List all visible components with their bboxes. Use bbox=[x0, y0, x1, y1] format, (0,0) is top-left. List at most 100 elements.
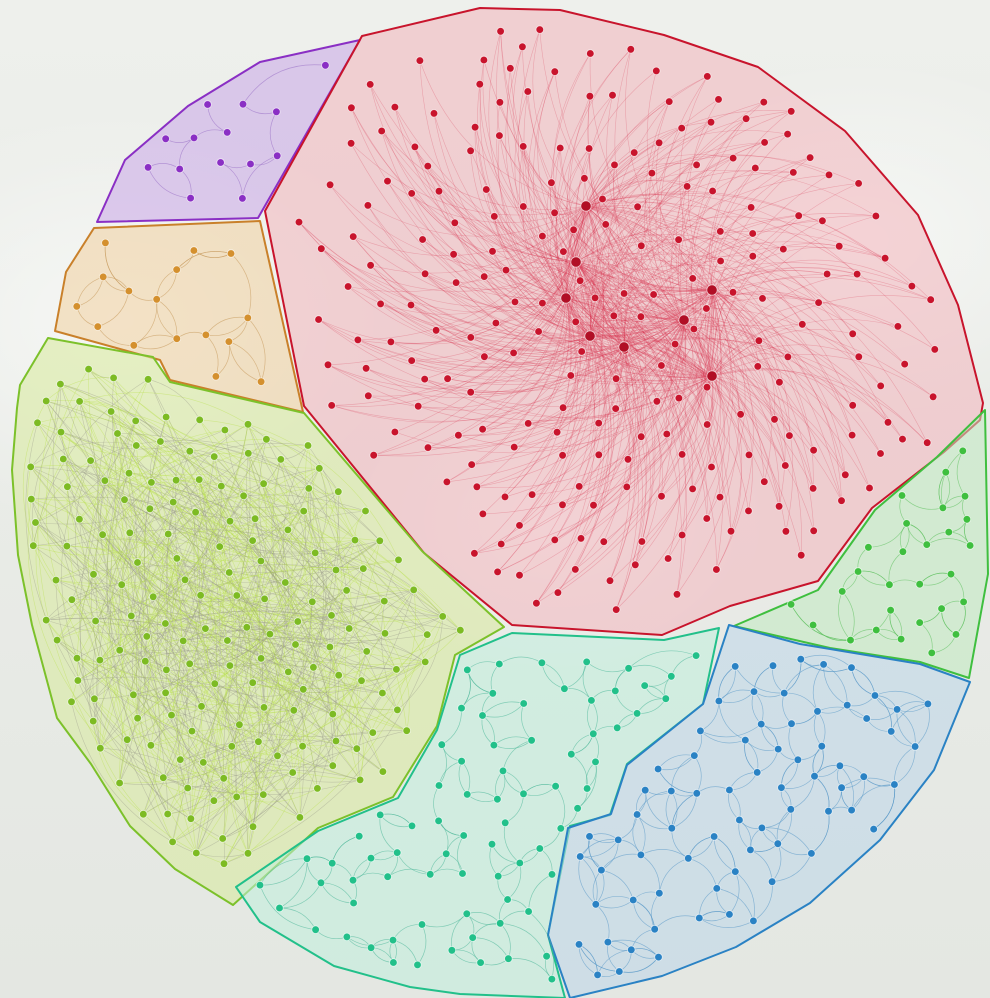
node-red bbox=[449, 250, 458, 259]
node-red bbox=[547, 178, 556, 187]
node-red bbox=[515, 571, 524, 580]
node-lime bbox=[289, 706, 298, 715]
cluster-hull-lime bbox=[11, 337, 505, 906]
node-red bbox=[575, 276, 585, 285]
node-red-hub bbox=[678, 314, 690, 326]
node-red bbox=[495, 131, 504, 140]
node-red bbox=[586, 49, 595, 58]
node-teal bbox=[496, 919, 505, 928]
node-teal bbox=[302, 854, 312, 863]
node-lime bbox=[180, 575, 190, 584]
node-red bbox=[623, 455, 633, 464]
node-lime bbox=[201, 624, 210, 633]
node-red bbox=[443, 374, 452, 383]
node-lime bbox=[95, 655, 105, 665]
node-red bbox=[865, 483, 874, 493]
node-blue bbox=[731, 867, 740, 876]
node-teal bbox=[447, 946, 457, 955]
node-lime bbox=[299, 506, 308, 516]
node-blue bbox=[746, 845, 755, 855]
node-red bbox=[689, 324, 699, 334]
node-blue bbox=[869, 824, 878, 834]
node-lime bbox=[242, 623, 251, 632]
node-lime bbox=[392, 665, 401, 674]
node-orange bbox=[124, 286, 134, 296]
node-red bbox=[550, 67, 559, 76]
node-red bbox=[532, 599, 541, 608]
node-blue bbox=[862, 714, 871, 723]
node-red bbox=[423, 161, 432, 171]
node-red bbox=[707, 462, 716, 472]
node-teal bbox=[613, 723, 622, 732]
node-teal bbox=[426, 870, 435, 879]
node-lime bbox=[56, 427, 66, 437]
node-red bbox=[390, 427, 400, 437]
node-red bbox=[369, 451, 378, 460]
node-red bbox=[822, 269, 832, 279]
node-red bbox=[760, 477, 769, 486]
node-lime bbox=[409, 585, 418, 595]
node-lime bbox=[163, 809, 172, 819]
node-red bbox=[703, 420, 712, 429]
node-blue bbox=[767, 877, 777, 886]
node-green bbox=[927, 648, 936, 658]
node-blue bbox=[615, 967, 624, 976]
node-red bbox=[930, 345, 939, 354]
node-red bbox=[785, 431, 794, 440]
node-red bbox=[871, 211, 881, 221]
node-red bbox=[818, 216, 827, 225]
node-orange bbox=[93, 322, 102, 331]
node-red bbox=[510, 297, 520, 307]
node-teal bbox=[434, 816, 443, 826]
node-red bbox=[741, 114, 751, 123]
node-blue bbox=[725, 910, 734, 919]
node-red bbox=[538, 298, 547, 308]
node-teal bbox=[407, 821, 417, 831]
node-red bbox=[454, 431, 463, 440]
node-lime bbox=[232, 792, 241, 802]
node-red bbox=[854, 179, 863, 188]
node-red bbox=[809, 446, 818, 455]
node-lime bbox=[191, 508, 200, 517]
node-teal bbox=[376, 810, 385, 820]
node-purple bbox=[216, 158, 225, 167]
node-lime bbox=[146, 741, 156, 750]
node-red bbox=[688, 484, 697, 494]
node-teal bbox=[535, 844, 544, 853]
node-blue bbox=[714, 696, 724, 706]
node-lime bbox=[254, 737, 263, 746]
node-red bbox=[611, 404, 620, 413]
node-teal bbox=[383, 872, 392, 881]
node-lime bbox=[281, 578, 290, 587]
node-lime bbox=[288, 768, 297, 777]
node-lime bbox=[262, 435, 271, 444]
node-red bbox=[797, 551, 806, 560]
node-lime bbox=[133, 714, 142, 723]
node-lime bbox=[163, 529, 173, 539]
node-red bbox=[479, 55, 489, 65]
node-blue bbox=[725, 785, 734, 795]
node-blue bbox=[847, 663, 856, 672]
node-red bbox=[611, 374, 621, 383]
node-lime bbox=[109, 373, 118, 383]
node-red bbox=[361, 364, 371, 373]
node-blue bbox=[753, 768, 762, 777]
node-teal bbox=[503, 895, 512, 904]
node-purple bbox=[238, 194, 247, 203]
cluster-hull-green bbox=[733, 409, 989, 679]
node-blue bbox=[593, 970, 602, 980]
node-lime bbox=[378, 767, 388, 776]
node-lime bbox=[127, 611, 136, 621]
node-red-hub bbox=[580, 200, 592, 212]
node-blue bbox=[597, 865, 606, 875]
node-lime bbox=[244, 449, 253, 458]
node-red bbox=[558, 403, 568, 412]
node-lime bbox=[125, 528, 134, 537]
node-red bbox=[805, 153, 815, 162]
node-teal bbox=[457, 703, 466, 713]
node-red bbox=[346, 139, 356, 148]
node-red bbox=[677, 450, 687, 459]
node-blue bbox=[632, 810, 642, 819]
node-red bbox=[589, 501, 598, 510]
node-lime bbox=[309, 663, 318, 672]
